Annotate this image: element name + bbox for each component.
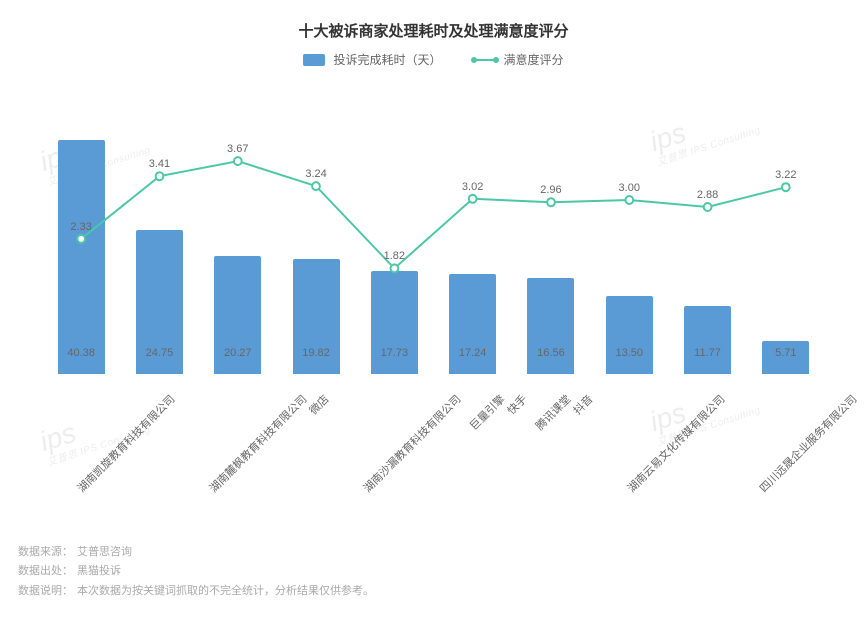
bar-slot: 5.71 [747,84,825,374]
xaxis-label: 湖南沙漏教育科技有限公司 [360,391,465,496]
bar-slot: 16.56 [512,84,590,374]
bar-value-label: 5.71 [775,347,796,359]
xaxis-tick: 腾讯课堂 [526,380,570,396]
footer-key: 数据来源： [18,546,73,558]
xaxis-tick: 四川远晟企业服务有限公司 [724,380,856,396]
x-axis: 湖南凯旋教育科技有限公司湖南麓枫教育科技有限公司微店湖南沙漏教育科技有限公司巨量… [42,380,825,396]
xaxis-tick: 湖南云易文化传媒有限公司 [592,380,724,396]
bar-slot: 17.24 [433,84,511,374]
footer-value: 黑猫投诉 [77,565,121,577]
bar: 17.73 [371,271,418,374]
bars-row: 40.38 24.75 20.27 19.82 17.73 17.24 16.56 13.50… [42,84,825,374]
bar-value-label: 13.50 [615,347,643,359]
xaxis-label: 湖南云易文化传媒有限公司 [624,391,729,496]
legend-bar-label: 投诉完成耗时（天） [333,51,441,68]
chart-container: ips艾普思 IPS Consultingips艾普思 IPS Consulti… [0,0,867,618]
footer-row: 数据说明： 本次数据为按关键词抓取的不完全统计，分析结果仅供参考。 [18,582,374,602]
xaxis-label: 四川远晟企业服务有限公司 [756,391,861,496]
bar: 40.38 [58,140,105,374]
bar-slot: 19.82 [277,84,355,374]
legend: 投诉完成耗时（天） 满意度评分 [12,51,855,68]
bar-slot: 13.50 [590,84,668,374]
legend-item-line: 满意度评分 [474,51,564,68]
bar-slot: 40.38 [42,84,120,374]
xaxis-tick: 湖南麓枫教育科技有限公司 [174,380,306,396]
bar: 17.24 [449,274,496,374]
bar-value-label: 11.77 [694,347,721,359]
bar-slot: 17.73 [355,84,433,374]
footer-row: 数据来源： 艾普思咨询 [18,543,374,563]
bar-value-label: 20.27 [224,347,252,359]
bar: 13.50 [606,296,653,374]
xaxis-tick: 微店 [306,380,328,396]
xaxis-tick: 巨量引擎 [460,380,504,396]
xaxis-label: 湖南麓枫教育科技有限公司 [206,391,311,496]
bar: 20.27 [214,256,261,374]
xaxis-tick: 湖南凯旋教育科技有限公司 [42,380,174,396]
bar-value-label: 24.75 [146,347,174,359]
footer-value: 艾普思咨询 [77,546,132,558]
legend-line-label: 满意度评分 [504,51,564,68]
legend-item-bar: 投诉完成耗时（天） [303,51,441,68]
legend-line-swatch [474,59,496,61]
bar-value-label: 17.24 [459,347,487,359]
bar-value-label: 19.82 [302,347,330,359]
bar-slot: 11.77 [668,84,746,374]
bar-slot: 20.27 [199,84,277,374]
xaxis-tick: 抖音 [570,380,592,396]
bar: 24.75 [136,230,183,374]
footer-key: 数据出处： [18,565,73,577]
xaxis-tick: 快手 [504,380,526,396]
bar: 11.77 [684,306,731,374]
chart-title: 十大被诉商家处理耗时及处理满意度评分 [12,20,855,41]
footer-value: 本次数据为按关键词抓取的不完全统计，分析结果仅供参考。 [77,585,374,597]
bar-value-label: 16.56 [537,347,565,359]
xaxis-label: 巨量引擎 [466,391,508,433]
footer-notes: 数据来源： 艾普思咨询数据出处： 黑猫投诉数据说明： 本次数据为按关键词抓取的不完全统… [18,543,374,602]
bar-value-label: 17.73 [381,347,409,359]
footer-key: 数据说明： [18,585,73,597]
legend-bar-swatch [303,54,325,66]
bar-value-label: 40.38 [67,347,95,359]
xaxis-label: 腾讯课堂 [532,391,574,433]
xaxis-label: 湖南凯旋教育科技有限公司 [74,391,179,496]
footer-row: 数据出处： 黑猫投诉 [18,562,374,582]
bar: 5.71 [762,341,809,374]
plot-area: 40.38 24.75 20.27 19.82 17.73 17.24 16.56 13.50… [42,84,825,374]
xaxis-tick: 湖南沙漏教育科技有限公司 [328,380,460,396]
bar-slot: 24.75 [120,84,198,374]
bar: 16.56 [527,278,574,374]
bar: 19.82 [293,259,340,374]
